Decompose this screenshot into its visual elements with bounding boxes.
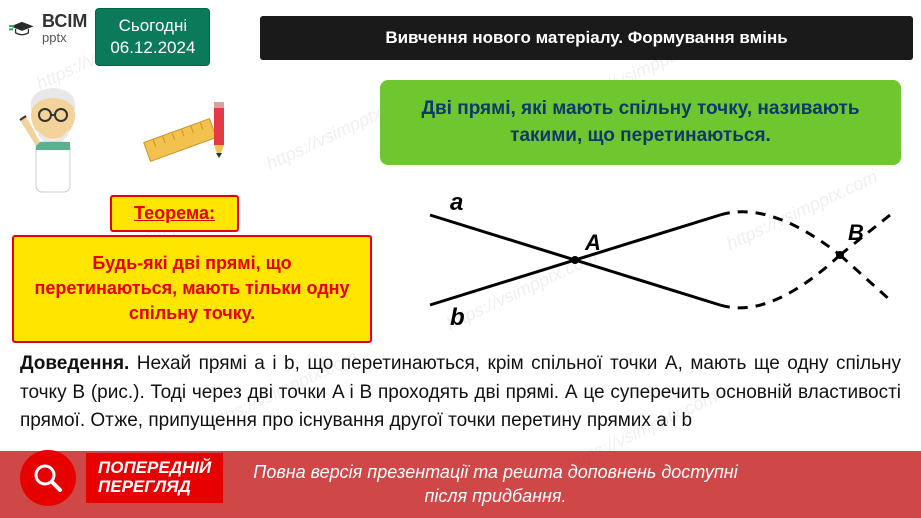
magnifier-icon <box>20 450 76 506</box>
header-left: ВСІМ pptx Сьогодні 06.12.2024 <box>8 8 210 66</box>
diagram-label-a: a <box>450 189 463 216</box>
proof-body: Нехай прямі a і b, що перетинаються, крі… <box>20 353 901 431</box>
logo-name: ВСІМ <box>42 12 87 30</box>
slide: https://vsimpptx.com https://vsimpptx.co… <box>0 0 921 518</box>
definition-box: Дві прямі, які мають спільну точку, нази… <box>380 80 901 165</box>
proof-label: Доведення. <box>20 353 129 374</box>
lines-diagram: a b A B <box>410 185 900 330</box>
graduation-cap-icon <box>8 20 36 38</box>
preview-line1: ПОПЕРЕДНІЙ <box>98 459 211 478</box>
proof-text: Доведення. Нехай прямі a і b, що перетин… <box>20 350 901 436</box>
preview-text: ПОПЕРЕДНІЙ ПЕРЕГЛЯД <box>86 453 223 502</box>
scientist-icon <box>8 80 98 200</box>
date-value: 06.12.2024 <box>110 37 195 59</box>
theorem-label: Теорема: <box>110 195 239 232</box>
diagram-label-b: b <box>450 304 465 330</box>
logo-sub: pptx <box>42 30 87 45</box>
preview-badge: ПОПЕРЕДНІЙ ПЕРЕГЛЯД <box>20 450 223 506</box>
theorem-box: Будь-які дві прямі, що перетинаються, ма… <box>12 235 372 343</box>
title-bar: Вивчення нового матеріалу. Формування вм… <box>260 16 913 60</box>
date-label: Сьогодні <box>110 15 195 37</box>
diagram-point-B: B <box>848 220 864 245</box>
date-box: Сьогодні 06.12.2024 <box>95 8 210 66</box>
ruler-pencil-icon <box>140 100 240 170</box>
logo: ВСІМ pptx <box>8 12 87 45</box>
diagram-point-A: A <box>584 230 601 255</box>
preview-line2: ПЕРЕГЛЯД <box>98 478 211 497</box>
